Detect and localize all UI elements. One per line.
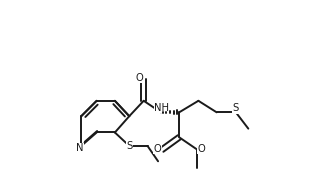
Text: O: O — [135, 73, 143, 83]
Text: O: O — [197, 144, 205, 154]
Text: S: S — [233, 103, 239, 113]
Text: O: O — [154, 144, 162, 154]
Text: NH: NH — [155, 103, 169, 113]
Text: S: S — [126, 141, 132, 151]
Text: N: N — [76, 143, 83, 153]
